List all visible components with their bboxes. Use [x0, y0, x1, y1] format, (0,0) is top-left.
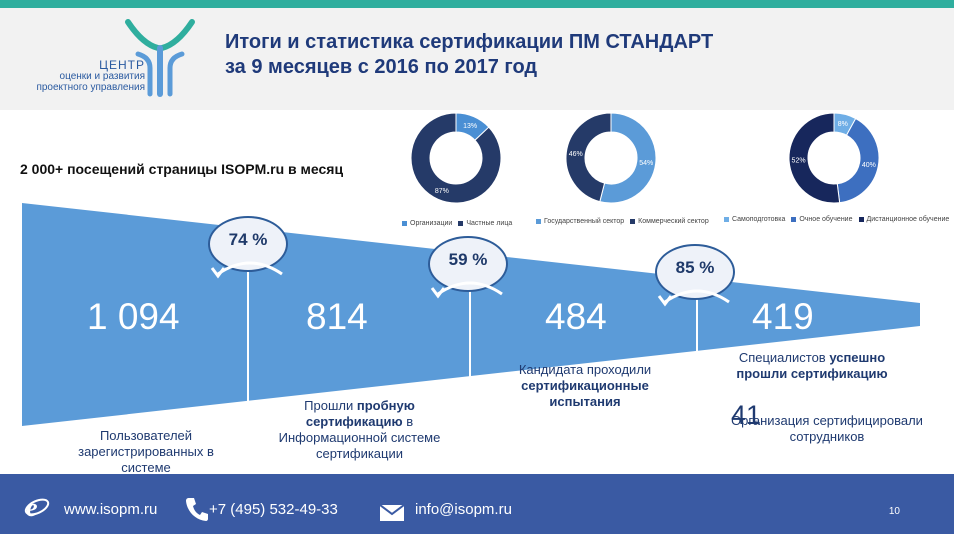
- legend-label: Коммерческий сектор: [638, 218, 709, 225]
- donut-slice-label: 46%: [569, 151, 583, 158]
- legend-label: Самоподготовка: [732, 216, 786, 223]
- legend-label: Частные лица: [466, 220, 513, 227]
- donut-chart-clients: 13% 87%: [410, 112, 502, 204]
- conversion-2-label: 59 %: [448, 250, 488, 269]
- stage-3-value: 484: [545, 296, 607, 337]
- stage-4-desc-b: успешно прошли сертификацию: [736, 350, 888, 381]
- arrow-arc-icon: [210, 261, 283, 279]
- svg-text:e: e: [26, 494, 38, 520]
- browser-e-icon: e: [24, 494, 50, 520]
- stage-2-desc-c: в Информационной системе сертификации: [278, 414, 441, 461]
- donut-slice: [836, 117, 880, 204]
- divider-3: [696, 290, 698, 475]
- legend-swatch: [858, 216, 864, 222]
- donut-slice: [599, 112, 657, 204]
- donut-slice-label: 40%: [862, 162, 876, 169]
- logo-mark-icon: [125, 19, 195, 97]
- org-description: Организация сертифицировали сотрудников: [731, 413, 923, 444]
- stage-2-value: 814: [306, 296, 368, 337]
- title-line-1: Итоги и статистика сертификации ПМ СТАНД…: [225, 31, 714, 53]
- stage-2-desc-b: пробную сертификацию: [305, 398, 415, 429]
- stage-4-value: 419: [752, 296, 814, 337]
- stage-2-desc-a: Прошли: [304, 398, 357, 413]
- arrow-arc-icon: [430, 281, 503, 299]
- donut-slice: [788, 112, 841, 204]
- legend-swatch: [791, 216, 797, 222]
- stage-2-description: Прошли пробную сертификацию в Информацио…: [262, 398, 457, 462]
- donut-legend-clients: Организации Частные лица: [396, 220, 512, 227]
- donut-chart-training: 8% 40% 52%: [788, 112, 880, 204]
- mail-envelope-icon: [379, 504, 405, 521]
- donut-slice: [410, 112, 502, 204]
- divider-1: [247, 270, 249, 475]
- legend-swatch: [402, 220, 407, 226]
- stage-4-desc-a: Специалистов: [738, 350, 830, 365]
- donut-legend-sectors: Государственный сектор Коммерческий секто…: [530, 218, 709, 225]
- stage-1-description: Пользователей зарегистрированных в систе…: [78, 428, 214, 475]
- legend-label: Очное обучение: [799, 216, 853, 223]
- logo-line-2: оценки и развития: [59, 71, 145, 82]
- legend-swatch: [458, 220, 464, 226]
- logo-text: ЦЕНТР оценки и развития проектного управ…: [10, 58, 145, 93]
- phone-icon: [186, 498, 208, 521]
- title-line-2: за 9 месяцев с 2016 по 2017 год: [225, 56, 538, 78]
- legend-label: Государственный сектор: [544, 218, 625, 225]
- legend-swatch: [536, 218, 541, 224]
- stage-4-description: Специалистов успешно прошли сертификацию: [722, 350, 902, 382]
- legend-swatch: [630, 218, 636, 224]
- legend-swatch: [724, 216, 729, 222]
- logo-line-1: ЦЕНТР: [99, 58, 145, 72]
- legend-label: Дистанционное обучение: [866, 216, 950, 223]
- footer-phone[interactable]: +7 (495) 532-49-33: [209, 501, 338, 518]
- conversion-1-label: 74 %: [228, 230, 268, 249]
- logo: ЦЕНТР оценки и развития проектного управ…: [0, 8, 220, 108]
- divider-2: [469, 280, 471, 475]
- footer-email-link[interactable]: info@isopm.ru: [415, 501, 512, 518]
- page-number: 10: [888, 506, 900, 517]
- legend-label: Организации: [410, 220, 453, 227]
- footer-website-link[interactable]: www.isopm.ru: [64, 501, 158, 518]
- donut-slice-label: 87%: [435, 188, 449, 195]
- arrow-arc-icon: [657, 289, 730, 307]
- donut-chart-sectors: 54% 46%: [565, 112, 657, 204]
- visits-stat: 2 000+ посещений страницы ISOPM.ru в мес…: [20, 161, 344, 177]
- stage-3-desc-b: сертификационные испытания: [521, 378, 649, 409]
- logo-line-3: проектного управления: [36, 82, 145, 93]
- footer-bar: e www.isopm.ru +7 (495) 532-49-33 info@i…: [0, 474, 954, 534]
- donut-slice-label: 8%: [838, 121, 848, 128]
- top-accent-bar: [0, 0, 954, 8]
- conversion-badge-3: 85 %: [655, 244, 735, 300]
- donut-legend-training: Самоподготовка Очное обучение Дистанционно…: [718, 216, 949, 223]
- stage-1-value: 1 094: [87, 296, 180, 337]
- donut-slice: [565, 112, 612, 203]
- stage-3-desc-a: Кандидата проходили: [518, 362, 652, 377]
- donut-slice-label: 54%: [639, 160, 653, 167]
- stage-3-description: Кандидата проходили сертификационные исп…: [500, 362, 670, 410]
- page-title: Итоги и статистика сертификации ПМ СТАНД…: [225, 30, 713, 80]
- donut-slice-label: 52%: [792, 158, 806, 165]
- org-count: 41: [731, 400, 762, 430]
- donut-slice-label: 13%: [463, 123, 477, 130]
- conversion-3-label: 85 %: [675, 258, 715, 277]
